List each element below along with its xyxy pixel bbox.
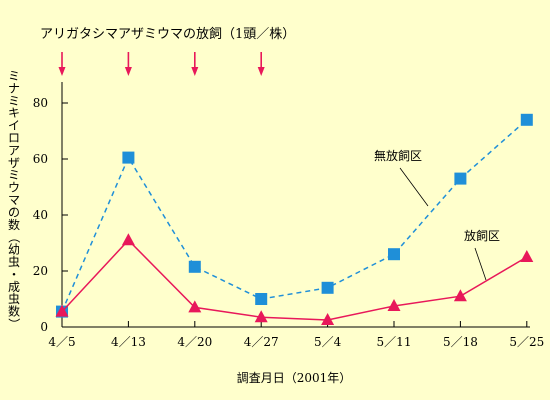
y-tick-label: 60: [33, 152, 48, 166]
y-axis-label-char: の: [8, 205, 20, 219]
y-axis-label-char: ）: [7, 318, 21, 330]
y-axis-label-char: 虫: [8, 292, 20, 306]
y-tick-label: 40: [33, 208, 48, 222]
data-point: [122, 151, 135, 164]
release-arrow: [124, 52, 132, 76]
data-point: [321, 281, 334, 294]
y-axis-label-char: キ: [8, 106, 20, 120]
release-arrow: [191, 52, 199, 76]
y-axis-label-char: 数: [8, 217, 20, 232]
data-point: [388, 248, 400, 261]
y-axis-label-char: ロ: [8, 131, 20, 145]
series-group: [55, 113, 534, 325]
y-axis-label-char: 幼: [8, 243, 20, 257]
axes: 0 20 40 60 80 4／5 4／13 4／20 4／27 5／4 5／11 5／18 5／25: [33, 82, 544, 349]
data-point: [188, 300, 202, 313]
y-axis-label-char: 数: [8, 304, 20, 319]
y-tick-label: 0: [40, 320, 48, 334]
x-tick-label: 4／20: [177, 335, 212, 349]
y-axis-label-char: ナ: [8, 81, 20, 95]
release-arrow: [58, 52, 66, 76]
data-point: [520, 113, 533, 126]
y-axis-label-char: 虫: [8, 255, 20, 269]
y-axis-label-char: ・: [8, 267, 20, 281]
leader-line: [399, 167, 429, 207]
data-point: [321, 313, 335, 325]
leader-line: [474, 247, 487, 281]
y-axis-label-char: 成: [8, 280, 20, 294]
y-axis-label-char: ア: [8, 143, 20, 157]
series-label: 放飼区: [464, 228, 500, 243]
y-axis-label-char: ミ: [8, 69, 20, 83]
y-axis-label-char: ザ: [8, 156, 20, 170]
y-axis-label-char: ミ: [8, 94, 20, 108]
release-arrow: [257, 52, 265, 76]
data-point: [453, 289, 467, 302]
data-point: [121, 233, 135, 246]
x-axis-label: 調査月日（2001年）: [237, 371, 352, 385]
series-label: 無放飼区: [374, 148, 422, 163]
chart-title: アリガタシマアザミウマの放飼（1頭／株）: [40, 27, 295, 42]
data-point: [254, 310, 268, 323]
x-tick-label: 5／4: [314, 335, 342, 349]
series-line: [61, 239, 528, 321]
x-tick-label: 4／13: [111, 335, 146, 349]
data-point: [454, 172, 467, 185]
y-axis-label-char: イ: [8, 119, 20, 133]
release-arrows: [58, 52, 265, 76]
y-axis-label-char: マ: [8, 193, 20, 207]
y-axis-label-char: ミ: [8, 168, 20, 182]
x-tick-label: 4／27: [244, 335, 279, 349]
data-point: [55, 304, 69, 317]
series-line: [61, 119, 528, 312]
y-axis-label-char: ウ: [8, 181, 20, 195]
y-axis-label-char: （: [7, 231, 21, 243]
y-tick-label: 80: [33, 96, 48, 110]
x-tick-label: 5／11: [377, 335, 412, 349]
x-tick-label: 4／5: [48, 335, 75, 349]
data-point: [387, 299, 401, 311]
y-tick-label: 20: [33, 264, 48, 278]
x-tick-label: 5／18: [443, 335, 478, 349]
x-tick-label: 5／25: [509, 335, 544, 349]
data-point: [188, 260, 201, 273]
data-point: [255, 293, 268, 305]
data-point: [520, 250, 534, 262]
